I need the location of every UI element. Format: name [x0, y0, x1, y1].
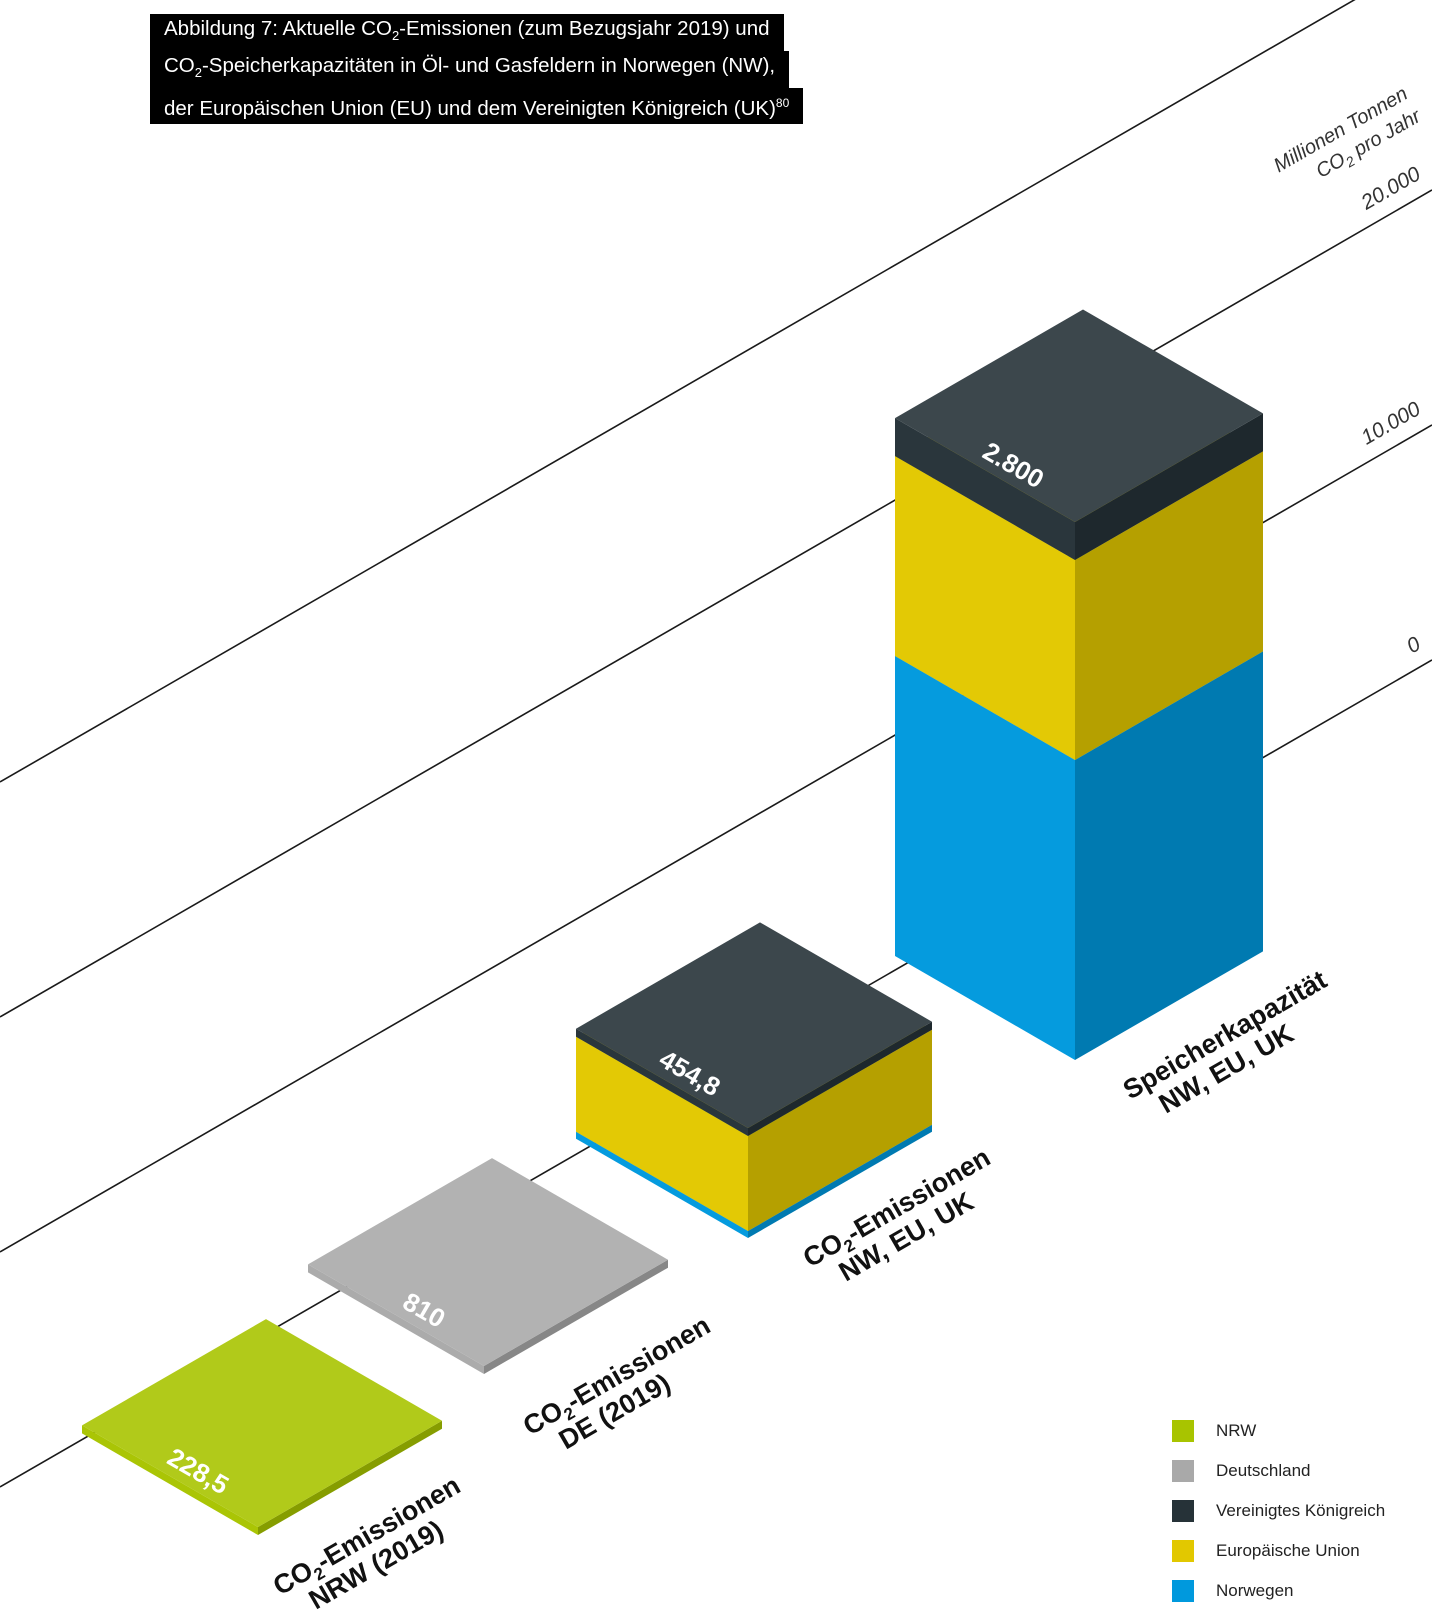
legend-item: Deutschland	[1172, 1451, 1385, 1491]
bar-face-top	[308, 1158, 668, 1366]
y-tick-label: 10.000	[1357, 397, 1424, 449]
caption-text: der Europäischen Union (EU) und dem Vere…	[164, 97, 776, 121]
caption-text: Abbildung 7: Aktuelle CO	[164, 17, 392, 40]
bar-segment-vereinigtes-k-nigreich: 2.800	[895, 309, 1263, 560]
legend-label: Europäische Union	[1216, 1541, 1360, 1560]
legend-item: NRW	[1172, 1411, 1385, 1451]
caption-line-1: Abbildung 7: Aktuelle CO2-Emissionen (zu…	[150, 14, 784, 52]
bar-face-right	[1075, 413, 1263, 560]
legend-swatch	[1172, 1420, 1194, 1442]
y-tick-label: 0	[1403, 632, 1425, 658]
legend-label: NRW	[1216, 1421, 1257, 1440]
caption-line-3: der Europäischen Union (EU) und dem Vere…	[150, 88, 804, 125]
bar-face-left	[895, 456, 1075, 760]
bar-face-top	[82, 1319, 442, 1527]
legend-item: Europäische Union	[1172, 1531, 1385, 1571]
bar-face-top	[895, 309, 1263, 522]
bar-segment-nrw: 228,5	[82, 1319, 442, 1535]
legend-item: Norwegen	[1172, 1571, 1385, 1611]
legend-label: Norwegen	[1216, 1581, 1294, 1600]
bar-face-left	[895, 656, 1075, 1060]
bar-face-right	[748, 1124, 932, 1238]
legend-label: Vereinigtes Königreich	[1216, 1501, 1386, 1520]
caption-subscript: 2	[391, 28, 400, 44]
figure-caption: Abbildung 7: Aktuelle CO2-Emissionen (zu…	[150, 14, 804, 125]
bar-face-right	[748, 1029, 932, 1231]
caption-text: CO	[164, 54, 195, 78]
bar-face-left	[82, 1425, 258, 1535]
bar-segment-vereinigtes-k-nigreich: 454,8	[576, 922, 932, 1136]
legend-swatch	[1172, 1540, 1194, 1562]
y-tick-label: 20.000	[1357, 162, 1425, 215]
caption-line-2: CO2-Speicherkapazitäten in Öl- und Gasfe…	[150, 51, 790, 89]
bar-face-top	[576, 922, 932, 1128]
bar-face-left	[576, 1028, 748, 1136]
grid-line	[0, 0, 1356, 783]
bar-face-left	[576, 1131, 748, 1238]
bar-blocks: 228,581050,33.764454,816.0009.7002.800	[82, 309, 1263, 1535]
bar-face-right	[1075, 651, 1263, 1060]
bar-face-right	[484, 1259, 668, 1374]
legend-item: Vereinigtes Königreich	[1172, 1491, 1385, 1531]
caption-footnote: 80	[775, 96, 790, 111]
bar-face-right	[258, 1420, 442, 1535]
caption-text: -Emissionen (zum Bezugsjahr 2019) und	[399, 17, 770, 40]
legend-swatch	[1172, 1500, 1194, 1522]
legend: NRW Deutschland Vereinigtes Königreich Euro…	[1172, 1411, 1385, 1611]
caption-text: -Speicherkapazitäten in Öl- und Gasfelde…	[201, 54, 776, 78]
bar-face-right	[748, 1021, 932, 1136]
bar-segment-deutschland: 810	[308, 1158, 668, 1374]
bar-face-left	[308, 1264, 484, 1374]
bar-face-right	[1075, 451, 1263, 760]
bar-face-left	[576, 1036, 748, 1231]
grid-line	[0, 189, 1432, 1018]
legend-label: Deutschland	[1216, 1461, 1311, 1480]
legend-swatch	[1172, 1580, 1194, 1602]
caption-subscript: 2	[194, 65, 202, 81]
bar-face-left	[895, 418, 1075, 560]
legend-swatch	[1172, 1460, 1194, 1482]
